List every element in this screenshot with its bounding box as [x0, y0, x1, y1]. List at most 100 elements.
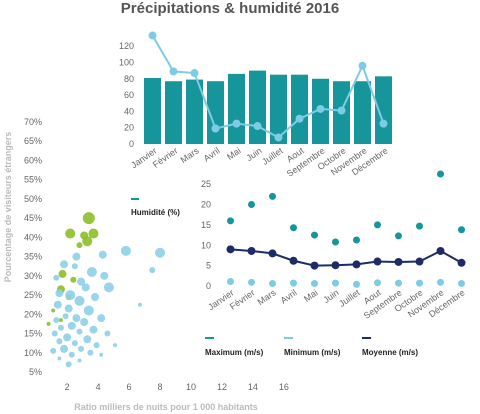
wind-point: [353, 236, 360, 244]
scatter-point: [82, 236, 93, 247]
humidity-bar: [228, 73, 245, 144]
wind-point: [395, 279, 402, 287]
scatter-point: [53, 274, 60, 281]
scatter-x-tick-label: 4: [96, 382, 101, 392]
scatter-point: [60, 344, 69, 353]
precipitation-point: [337, 106, 346, 115]
precipitation-point: [211, 124, 220, 133]
scatter-point: [64, 304, 73, 313]
humidity-bar: [291, 74, 308, 144]
scatter-point: [51, 308, 56, 313]
scatter-y-tick-label: 5%: [29, 367, 42, 377]
scatter-point: [60, 260, 69, 269]
scatter-x-tick-label: 10: [186, 382, 196, 392]
wind-point: [248, 278, 255, 286]
scatter-point: [65, 361, 72, 368]
scatter-x-tick-label: 16: [279, 382, 289, 392]
precipitation-point: [190, 69, 199, 78]
wind-legend-label: Minimum (m/s): [284, 348, 341, 357]
wind-legend-swatch: [362, 337, 371, 339]
scatter-x-tick-label: 8: [158, 382, 163, 392]
scatter-point: [83, 305, 94, 316]
wind-legend-swatch: [205, 337, 214, 339]
scatter-point: [51, 330, 58, 337]
humidity-y-tick-label: 100: [119, 57, 134, 67]
humidity-bar: [249, 70, 266, 144]
scatter-point: [93, 342, 100, 349]
wind-y-tick-label: 20: [201, 200, 211, 210]
scatter-point: [46, 321, 51, 326]
humidity-bar: [144, 77, 161, 144]
scatter-point: [67, 321, 76, 330]
scatter-y-tick-label: 30%: [24, 271, 42, 281]
wind-point: [437, 170, 444, 178]
wind-point: [436, 246, 445, 255]
wind-point: [458, 226, 465, 234]
scatter-y-tick-label: 25%: [24, 290, 42, 300]
scatter-point: [63, 333, 72, 342]
scatter-point: [71, 263, 78, 270]
scatter-point: [137, 302, 142, 307]
humidity-bar: [375, 76, 392, 144]
scatter-point: [76, 328, 83, 335]
precipitation-point: [169, 67, 178, 76]
wind-point: [311, 280, 318, 288]
wind-point: [290, 279, 297, 287]
scatter-point: [77, 358, 82, 363]
scatter-point: [53, 317, 60, 324]
scatter-point: [56, 338, 63, 345]
scatter-point: [71, 340, 78, 347]
wind-point: [373, 257, 382, 266]
scatter-point: [77, 277, 86, 286]
scatter-point: [57, 356, 62, 361]
precipitation-point: [358, 61, 367, 70]
scatter-point: [65, 228, 76, 239]
humidity-y-tick-label: 120: [119, 41, 134, 51]
scatter-y-tick-label: 40%: [24, 232, 42, 242]
scatter-x-tick-label: 6: [127, 382, 132, 392]
scatter-point: [88, 228, 99, 239]
humidity-bar: [186, 79, 203, 144]
scatter-x-tick-label: 12: [217, 382, 227, 392]
scatter-point: [81, 283, 90, 292]
scatter-point: [50, 347, 57, 354]
scatter-point: [62, 313, 69, 320]
wind-point: [247, 246, 256, 255]
wind-y-tick-label: 0: [206, 281, 211, 291]
scatter-point: [104, 330, 111, 337]
precipitation-point: [379, 119, 388, 128]
scatter-point: [58, 318, 63, 323]
humidity-y-tick-label: 60: [124, 90, 134, 100]
precipitation-point: [274, 133, 283, 142]
scatter-point: [76, 242, 83, 249]
scatter-point: [149, 267, 156, 274]
humidity-y-tick-label: 40: [124, 106, 134, 116]
scatter-y-tick-label: 50%: [24, 194, 42, 204]
scatter-point: [113, 343, 118, 348]
scatter-y-tick-label: 15%: [24, 329, 42, 339]
wind-point: [248, 201, 255, 209]
precipitation-point: [295, 114, 304, 123]
wind-y-tick-label: 25: [201, 179, 211, 189]
wind-point: [416, 279, 423, 287]
scatter-point: [72, 252, 81, 261]
wind-point: [227, 278, 234, 286]
humidity-y-tick-label: 20: [124, 123, 134, 133]
wind-point: [290, 224, 297, 232]
wind-point: [269, 192, 276, 200]
scatter-y-tick-label: 65%: [24, 136, 42, 146]
scatter-point: [155, 247, 166, 258]
wind-point: [269, 280, 276, 288]
scatter-point: [87, 349, 94, 356]
scatter-point: [98, 250, 107, 259]
scatter-x-tick-label: 14: [248, 382, 258, 392]
wind-point: [289, 256, 298, 265]
humidity-legend-swatch: [131, 198, 139, 200]
wind-point: [437, 278, 444, 286]
wind-legend-label: Maximum (m/s): [205, 348, 264, 357]
wind-legend-label: Moyenne (m/s): [362, 348, 418, 357]
wind-point: [458, 280, 465, 288]
scatter-point: [68, 351, 75, 358]
page-title: Précipitations & humidité 2016: [121, 0, 339, 17]
